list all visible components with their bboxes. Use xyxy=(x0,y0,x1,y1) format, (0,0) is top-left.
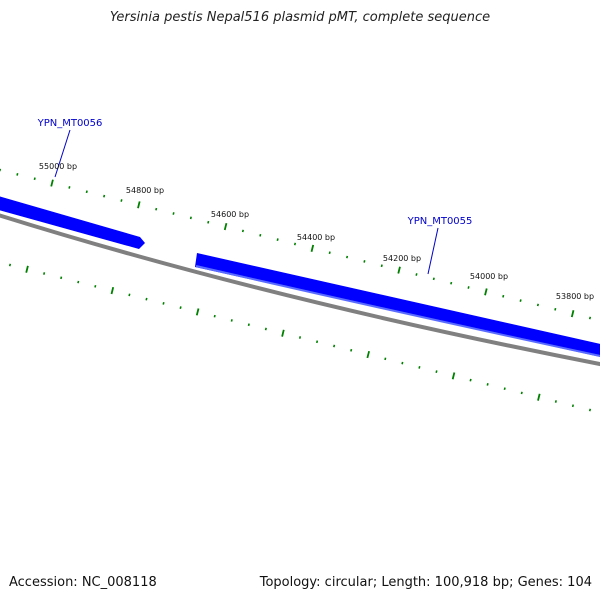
minor-tick xyxy=(435,370,438,373)
minor-tick xyxy=(571,404,575,408)
minor-tick xyxy=(60,276,63,280)
minor-tick xyxy=(68,186,71,189)
minor-tick xyxy=(503,387,506,391)
minor-tick xyxy=(380,264,383,268)
major-tick xyxy=(223,222,228,231)
minor-tick xyxy=(502,294,505,298)
minor-tick xyxy=(298,336,302,339)
major-tick xyxy=(570,310,575,318)
minor-tick xyxy=(162,302,165,305)
minor-tick xyxy=(16,172,19,176)
ruler-label: 54800 bp xyxy=(126,186,164,195)
minor-tick xyxy=(179,306,182,310)
gene-label[interactable]: YPN_MT0055 xyxy=(407,216,473,227)
minor-tick xyxy=(145,297,148,301)
minor-tick xyxy=(554,400,557,403)
gene-label[interactable]: YPN_MT0056 xyxy=(37,118,103,129)
minor-tick xyxy=(536,303,540,307)
ruler-label: 53800 bp xyxy=(556,292,594,301)
major-tick xyxy=(281,329,285,337)
minor-tick xyxy=(264,327,267,331)
minor-tick xyxy=(520,391,523,395)
accession-text: Accession: NC_008118 xyxy=(9,575,157,590)
minor-tick xyxy=(588,408,592,412)
minor-tick xyxy=(207,220,210,224)
minor-tick xyxy=(418,365,421,369)
minor-tick xyxy=(213,314,216,318)
major-tick xyxy=(397,266,401,274)
minor-tick xyxy=(469,378,472,382)
minor-tick xyxy=(33,177,36,181)
outer-tick-track xyxy=(0,168,592,320)
minor-tick xyxy=(519,299,522,302)
minor-tick xyxy=(432,277,435,281)
minor-tick xyxy=(85,190,88,194)
minor-tick xyxy=(450,281,453,285)
ruler-label: 55000 bp xyxy=(39,162,77,171)
gene-label-connector xyxy=(427,227,439,275)
minor-tick xyxy=(120,199,123,202)
major-tick xyxy=(50,179,54,187)
minor-tick xyxy=(350,348,353,352)
minor-tick xyxy=(155,207,158,211)
gene-label-connector xyxy=(54,129,71,178)
minor-tick xyxy=(94,284,97,288)
minor-tick xyxy=(43,272,46,275)
minor-tick xyxy=(230,319,233,322)
major-tick xyxy=(110,286,115,295)
sequence-backbone xyxy=(0,213,600,367)
minor-tick xyxy=(486,383,489,386)
minor-tick xyxy=(467,286,470,289)
major-tick xyxy=(451,372,456,380)
minor-tick xyxy=(276,238,279,242)
minor-tick xyxy=(328,251,331,255)
minor-tick xyxy=(315,340,319,344)
minor-tick xyxy=(415,273,418,276)
minor-tick xyxy=(189,216,192,220)
major-tick xyxy=(310,244,315,252)
gene-arrow-ypn-mt0056[interactable] xyxy=(0,195,145,249)
minor-tick xyxy=(333,344,336,348)
minor-tick xyxy=(401,361,404,365)
major-tick xyxy=(25,265,29,273)
gene-arrow-highlight xyxy=(195,265,600,357)
ruler-label: 54200 bp xyxy=(383,254,421,263)
inner-tick-track xyxy=(8,263,592,412)
minor-tick xyxy=(345,255,349,259)
minor-tick xyxy=(259,233,262,237)
map-title: Yersinia pestis Nepal516 plasmid pMT, co… xyxy=(109,10,491,25)
minor-tick xyxy=(588,316,592,320)
minor-tick xyxy=(363,260,366,263)
minor-tick xyxy=(128,293,131,297)
minor-tick xyxy=(247,323,250,327)
minor-tick xyxy=(77,280,80,284)
major-tick xyxy=(537,393,541,401)
minor-tick xyxy=(8,263,12,267)
minor-tick xyxy=(241,229,245,233)
minor-tick xyxy=(293,242,297,246)
gene-arrow-ypn-mt0055[interactable] xyxy=(195,253,600,358)
minor-tick xyxy=(384,357,387,361)
minor-tick xyxy=(554,307,557,311)
ruler-label: 54000 bp xyxy=(470,272,508,281)
minor-tick xyxy=(103,194,106,198)
minor-tick xyxy=(172,212,175,215)
major-tick xyxy=(195,308,200,316)
ruler-label: 54400 bp xyxy=(297,233,335,242)
major-tick xyxy=(484,288,488,296)
major-tick xyxy=(366,350,370,359)
sequence-summary: Topology: circular; Length: 100,918 bp; … xyxy=(259,575,592,590)
ruler-label: 54600 bp xyxy=(211,210,249,219)
major-tick xyxy=(137,201,141,209)
